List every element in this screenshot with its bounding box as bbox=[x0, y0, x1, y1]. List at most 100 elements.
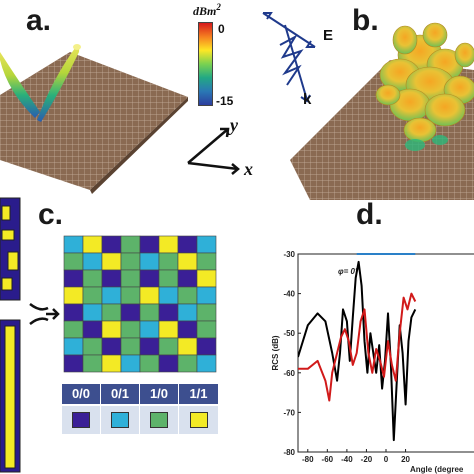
coding-cell bbox=[101, 235, 122, 254]
y-axis-label: RCS (dB) bbox=[271, 335, 280, 370]
coding-cell bbox=[196, 337, 217, 356]
coding-cell bbox=[101, 303, 122, 322]
y-tick-label: -60 bbox=[283, 369, 295, 378]
coding-cell bbox=[196, 269, 217, 288]
coding-cell bbox=[120, 303, 141, 322]
coding-cell bbox=[158, 320, 179, 339]
coding-cell bbox=[139, 354, 160, 373]
e-field-label: E bbox=[323, 27, 334, 44]
swatch-11 bbox=[189, 412, 208, 428]
coding-cell bbox=[196, 303, 217, 322]
x-tick-label: -60 bbox=[322, 455, 334, 464]
y-tick-label: -30 bbox=[283, 250, 295, 259]
coding-cell bbox=[177, 252, 198, 271]
coding-cell bbox=[139, 235, 160, 254]
panel-b-graphic bbox=[290, 22, 474, 200]
coding-cell bbox=[196, 354, 217, 373]
coding-cell bbox=[158, 303, 179, 322]
coding-cell bbox=[82, 320, 103, 339]
panel-letter-b: b. bbox=[352, 4, 379, 37]
coding-cell bbox=[82, 235, 103, 254]
diffuse-scattering-lobes bbox=[375, 22, 474, 143]
coding-cell bbox=[82, 286, 103, 305]
coding-cell bbox=[63, 303, 84, 322]
code-label-00: 0/0 bbox=[71, 386, 91, 401]
coding-cell bbox=[63, 235, 84, 254]
coding-cell bbox=[158, 286, 179, 305]
panel-letter-d: d. bbox=[356, 198, 383, 231]
coding-cell bbox=[120, 354, 141, 373]
y-tick-label: -50 bbox=[283, 329, 295, 338]
y-tick-label: -80 bbox=[283, 448, 295, 457]
coding-cell bbox=[82, 337, 103, 356]
colorbar-max-label: 0 bbox=[218, 22, 225, 36]
coding-cell bbox=[101, 320, 122, 339]
x-axis-label: x bbox=[244, 159, 253, 179]
phi-annotation: φ= 0° bbox=[338, 267, 359, 276]
panel-a: a. bbox=[0, 0, 200, 200]
reflected-lobe-left bbox=[0, 52, 40, 118]
coding-cell bbox=[177, 303, 198, 322]
colorbar: dBm2 0 -15 bbox=[188, 2, 258, 110]
panel-b: b. bbox=[280, 0, 474, 200]
swatch-cell-00 bbox=[62, 406, 100, 434]
k-vector-label: k bbox=[303, 91, 312, 108]
coding-cell bbox=[120, 252, 141, 271]
x-axis-label: Angle (degree bbox=[410, 465, 464, 474]
coding-cell bbox=[177, 354, 198, 373]
coding-cell bbox=[120, 337, 141, 356]
swatch-cell-10 bbox=[140, 406, 178, 434]
coding-cell bbox=[158, 337, 179, 356]
axes-graphic bbox=[187, 127, 240, 175]
coding-cell bbox=[63, 286, 84, 305]
coding-cell bbox=[158, 252, 179, 271]
swatch-cell-01 bbox=[101, 406, 139, 434]
coding-cell bbox=[139, 252, 160, 271]
coding-cell bbox=[82, 269, 103, 288]
code-label-01: 0/1 bbox=[110, 386, 130, 401]
panel-c: c. 0/0 0/1 1/0 1/1 bbox=[0, 196, 270, 474]
coding-cell bbox=[101, 354, 122, 373]
colorbar-unit-exponent: 2 bbox=[216, 2, 221, 12]
coding-cell bbox=[177, 235, 198, 254]
coding-cell bbox=[82, 252, 103, 271]
coding-cell bbox=[196, 286, 217, 305]
left-coding-pattern-bottom bbox=[0, 319, 21, 473]
code-label-01-cell: 0/1 bbox=[101, 384, 139, 404]
coding-cell bbox=[120, 269, 141, 288]
coding-cell bbox=[63, 252, 84, 271]
colorbar-gradient bbox=[198, 22, 213, 106]
coding-cell bbox=[82, 354, 103, 373]
coding-cell bbox=[177, 269, 198, 288]
colorbar-unit: dBm2 bbox=[193, 2, 221, 19]
code-label-00-cell: 0/0 bbox=[62, 384, 100, 404]
combine-arrow bbox=[29, 303, 58, 325]
swatch-00 bbox=[72, 412, 90, 428]
code-label-11: 1/1 bbox=[189, 386, 208, 401]
panel-c-graphic bbox=[0, 197, 217, 473]
left-coding-pattern-top bbox=[0, 197, 21, 301]
code-label-10: 1/0 bbox=[149, 386, 169, 401]
swatch-01 bbox=[111, 412, 129, 428]
colorbar-unit-text: dBm bbox=[193, 4, 217, 18]
coding-cell bbox=[177, 337, 198, 356]
coding-cell bbox=[63, 269, 84, 288]
coding-cell bbox=[158, 235, 179, 254]
coding-cell bbox=[196, 235, 217, 254]
coding-cell bbox=[196, 320, 217, 339]
incident-wave-graphic bbox=[262, 12, 316, 103]
x-tick-label: 20 bbox=[401, 455, 410, 464]
coding-cell bbox=[101, 269, 122, 288]
rcs-chart: -30 -40 -50 -60 -70 -80 -80 -60 -40 -20 0 20 RCS (dB… bbox=[271, 250, 474, 474]
x-tick-label: -20 bbox=[361, 455, 373, 464]
y-tick-label: -40 bbox=[283, 290, 295, 299]
code-label-11-cell: 1/1 bbox=[179, 384, 218, 404]
coding-cell bbox=[139, 303, 160, 322]
coding-cell bbox=[177, 286, 198, 305]
coding-cell bbox=[139, 286, 160, 305]
coding-cell bbox=[196, 252, 217, 271]
x-tick-label: -80 bbox=[302, 455, 314, 464]
coding-cell bbox=[63, 320, 84, 339]
coordinate-axes: y x bbox=[180, 115, 270, 190]
coding-cell bbox=[177, 320, 198, 339]
